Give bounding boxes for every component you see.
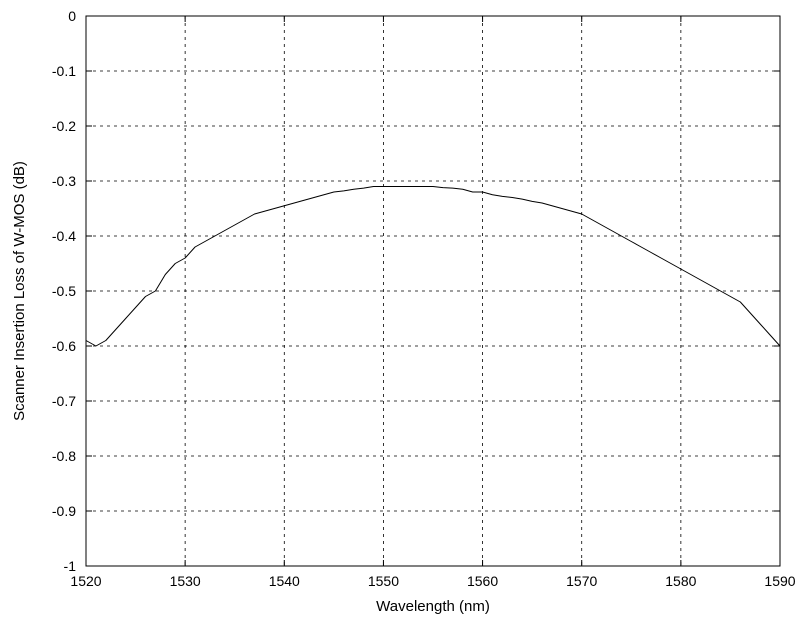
x-tick-label: 1570: [566, 573, 597, 589]
x-tick-label: 1520: [70, 573, 101, 589]
x-tick-label: 1550: [368, 573, 399, 589]
x-tick-label: 1530: [170, 573, 201, 589]
y-tick-label: -1: [64, 558, 77, 574]
y-tick-label: -0.3: [52, 173, 76, 189]
y-tick-label: -0.5: [52, 283, 76, 299]
x-tick-label: 1580: [665, 573, 696, 589]
y-tick-label: -0.2: [52, 118, 76, 134]
axis-ticks: 1520 1530 1540 1550 1560 1570 1580 1590 0 -0.1 -0.…: [52, 8, 796, 589]
x-tick-label: 1590: [764, 573, 795, 589]
y-tick-label: -0.8: [52, 448, 76, 464]
x-tick-label: 1560: [467, 573, 498, 589]
series-group: [85, 186, 781, 347]
y-tick-label: -0.9: [52, 503, 76, 519]
x-tick-label: 1540: [269, 573, 300, 589]
y-tick-label: -0.1: [52, 63, 76, 79]
y-tick-label: 0: [68, 8, 76, 24]
y-tick-label: -0.4: [52, 228, 76, 244]
x-axis-label: Wavelength (nm): [376, 598, 490, 615]
y-tick-label: -0.6: [52, 338, 76, 354]
y-tick-label: -0.7: [52, 393, 76, 409]
grid-lines: [86, 16, 780, 566]
insertion-loss-series-line: [85, 186, 781, 347]
y-axis-label: Scanner Insertion Loss of W-MOS (dB): [11, 161, 28, 421]
